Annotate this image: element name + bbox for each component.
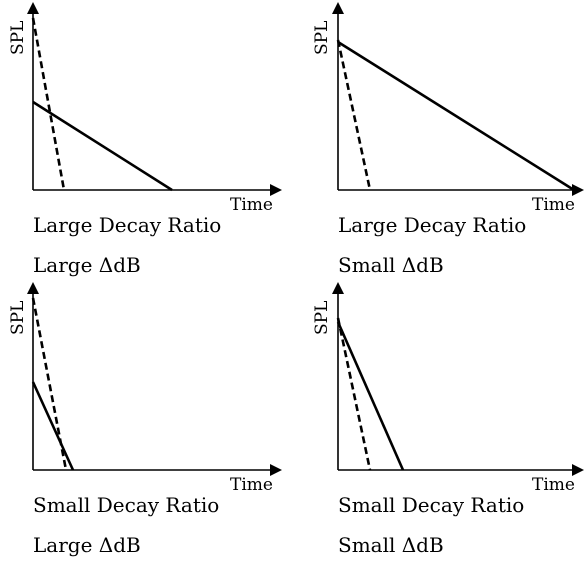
dashed-decay-line: [336, 39, 372, 191]
x-axis-label: Time: [230, 195, 273, 215]
panel-caption-ratio: Small Decay Ratio: [33, 493, 219, 517]
y-axis-arrow: [27, 2, 39, 14]
panel-small-decay-large-ddb: SPL Time Small Decay Ratio Large ΔdB: [8, 282, 282, 557]
x-axis-label: Time: [532, 195, 575, 215]
y-axis-label: SPL: [312, 21, 332, 55]
y-axis-label: SPL: [8, 301, 28, 335]
x-axis-arrow: [270, 184, 282, 196]
x-axis-arrow: [572, 464, 584, 476]
x-axis-label: Time: [532, 475, 575, 495]
panel-large-decay-large-ddb: SPL Time Large Decay Ratio Large ΔdB: [8, 2, 282, 277]
solid-decay-line: [32, 100, 173, 192]
panel-caption-ddb: Small ΔdB: [338, 533, 444, 557]
panel-caption-ratio: Large Decay Ratio: [33, 213, 221, 237]
panel-caption-ddb: Large ΔdB: [33, 533, 141, 557]
panel-caption-ddb: Large ΔdB: [33, 253, 141, 277]
panel-caption-ratio: Small Decay Ratio: [338, 493, 524, 517]
dashed-decay-line: [336, 317, 372, 471]
solid-decay-line: [336, 321, 405, 471]
y-axis-label: SPL: [312, 301, 332, 335]
panel-caption-ratio: Large Decay Ratio: [338, 213, 526, 237]
y-axis-arrow: [332, 2, 344, 14]
x-axis-arrow: [270, 464, 282, 476]
panel-caption-ddb: Small ΔdB: [338, 253, 444, 277]
y-axis-arrow: [332, 282, 344, 294]
solid-decay-line: [337, 40, 575, 192]
dashed-decay-line: [31, 17, 66, 191]
solid-decay-line: [31, 381, 75, 471]
y-axis-label: SPL: [8, 21, 28, 55]
panel-large-decay-small-ddb: SPL Time Large Decay Ratio Small ΔdB: [312, 2, 584, 277]
x-axis-arrow: [572, 184, 584, 196]
x-axis-label: Time: [230, 475, 273, 495]
y-axis-arrow: [27, 282, 39, 294]
panel-small-decay-small-ddb: SPL Time Small Decay Ratio Small ΔdB: [312, 282, 584, 557]
